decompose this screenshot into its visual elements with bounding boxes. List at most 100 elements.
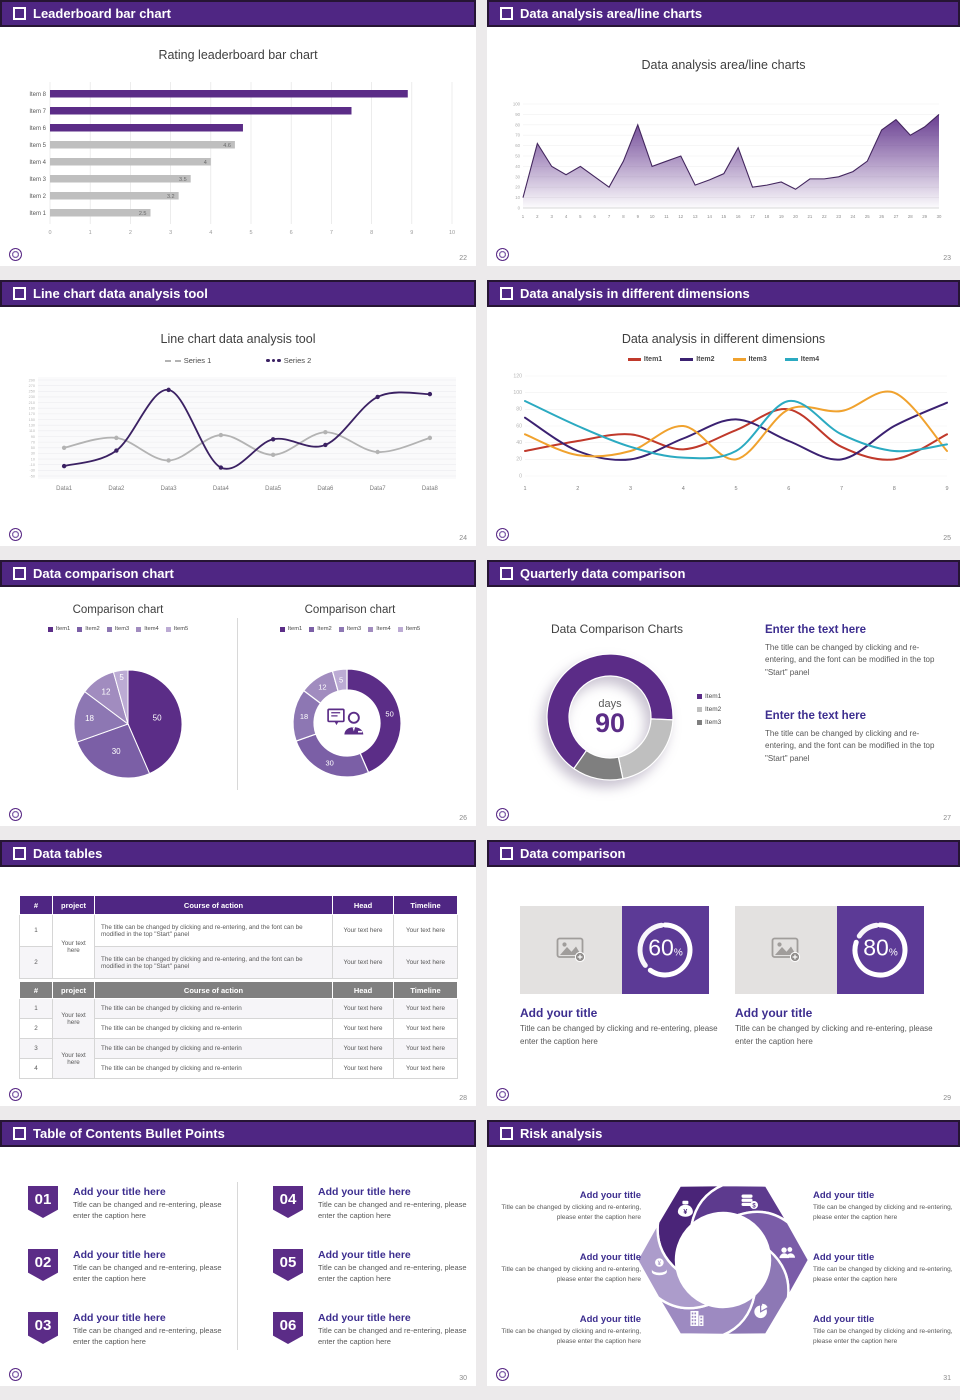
svg-text:9: 9 bbox=[410, 230, 413, 236]
page-number: 25 bbox=[943, 535, 951, 542]
checkbox-bullet-icon bbox=[500, 287, 513, 300]
slide-26-thumbnail[interactable]: Data comparison chart Comparison chart C… bbox=[0, 560, 476, 826]
slide-header-bar: Line chart data analysis tool bbox=[0, 280, 476, 307]
progress-value: 60% bbox=[648, 934, 683, 961]
slide-29-thumbnail[interactable]: Data comparison 60% Add your title Title… bbox=[487, 840, 960, 1106]
slide-header-title: Line chart data analysis tool bbox=[33, 286, 208, 301]
svg-text:50: 50 bbox=[31, 446, 35, 450]
risk-block-title: Add your title bbox=[579, 1190, 641, 1201]
slide-header-title: Leaderboard bar chart bbox=[33, 6, 171, 21]
toc-number-badge: 02 bbox=[28, 1249, 58, 1281]
slide-24-thumbnail[interactable]: Line chart data analysis tool Line chart… bbox=[0, 280, 476, 546]
line-marker-icon bbox=[732, 358, 746, 361]
table-row: 1 Your text here The title can be change… bbox=[19, 998, 458, 1039]
svg-text:190: 190 bbox=[29, 407, 35, 411]
table-row: 1 Your text here The title can be change… bbox=[19, 914, 458, 979]
svg-text:9: 9 bbox=[945, 486, 948, 492]
svg-text:3: 3 bbox=[169, 230, 172, 236]
checkbox-bullet-icon bbox=[13, 567, 26, 580]
slide-header-title: Table of Contents Bullet Points bbox=[33, 1126, 225, 1141]
slide-header-title: Data comparison chart bbox=[33, 566, 174, 581]
svg-text:24: 24 bbox=[851, 214, 856, 219]
add-image-icon bbox=[771, 937, 801, 963]
page-number: 30 bbox=[459, 1375, 467, 1382]
slide-header-bar: Data comparison bbox=[487, 840, 960, 867]
school-seal-logo bbox=[9, 808, 22, 821]
slide-31-thumbnail[interactable]: Risk analysis ¥ $ ¥ Add your title Title c… bbox=[487, 1120, 960, 1386]
risk-block-title: Add your title bbox=[813, 1314, 875, 1325]
school-seal-logo bbox=[496, 808, 509, 821]
svg-text:5: 5 bbox=[119, 673, 124, 682]
pie-legend: Item1 Item2 Item3 Item4 Item5 bbox=[18, 626, 218, 632]
svg-text:5: 5 bbox=[339, 675, 343, 684]
risk-pinwheel-diagram: ¥ $ ¥ bbox=[635, 1172, 811, 1348]
svg-text:50: 50 bbox=[385, 710, 393, 719]
block-title: Enter the text here bbox=[765, 624, 866, 636]
svg-text:12: 12 bbox=[318, 683, 326, 692]
page-number: 24 bbox=[459, 535, 467, 542]
svg-text:30: 30 bbox=[515, 174, 520, 179]
slide-header-title: Data tables bbox=[33, 846, 103, 861]
svg-text:Data3: Data3 bbox=[161, 486, 178, 492]
slide-27-thumbnail[interactable]: Quarterly data comparison Data Compariso… bbox=[487, 560, 960, 826]
svg-text:11: 11 bbox=[664, 214, 669, 219]
svg-text:3: 3 bbox=[550, 214, 553, 219]
block-title: Enter the text here bbox=[765, 710, 866, 722]
comparison-donut-chart: 50 30 18 12 5 bbox=[287, 663, 407, 783]
svg-text:20: 20 bbox=[515, 185, 520, 190]
svg-text:60: 60 bbox=[516, 423, 522, 429]
school-seal-logo bbox=[496, 528, 509, 541]
table-row: 3 Your text here The title can be change… bbox=[19, 1038, 458, 1079]
slide-22-thumbnail[interactable]: Leaderboard bar chart Rating leaderboard… bbox=[0, 0, 476, 266]
svg-text:230: 230 bbox=[29, 395, 35, 399]
toc-number-badge: 06 bbox=[273, 1312, 303, 1344]
toc-item-title: Add your title here bbox=[318, 1249, 411, 1261]
chart-title: Line chart data analysis tool bbox=[160, 332, 316, 346]
checkbox-bullet-icon bbox=[500, 7, 513, 20]
legend-series-2: Series 2 bbox=[266, 356, 311, 365]
image-placeholder bbox=[735, 906, 837, 994]
svg-text:28: 28 bbox=[908, 214, 913, 219]
svg-text:22: 22 bbox=[822, 214, 827, 219]
page-number: 31 bbox=[943, 1375, 951, 1382]
svg-text:21: 21 bbox=[808, 214, 813, 219]
svg-text:0: 0 bbox=[48, 230, 51, 236]
svg-text:40: 40 bbox=[516, 440, 522, 446]
svg-text:120: 120 bbox=[513, 373, 522, 379]
slide-25-thumbnail[interactable]: Data analysis in different dimensions Da… bbox=[487, 280, 960, 546]
svg-text:1: 1 bbox=[89, 230, 92, 236]
progress-ring-80 bbox=[848, 918, 912, 982]
svg-text:3: 3 bbox=[629, 486, 632, 492]
text-block-1: Enter the text here The title can be cha… bbox=[765, 624, 943, 679]
svg-text:13: 13 bbox=[693, 214, 698, 219]
slide-28-thumbnail[interactable]: Data tables # project Course of action Head… bbox=[0, 840, 476, 1106]
dotted-line-marker-icon bbox=[266, 358, 281, 363]
chart-title: Data analysis area/line charts bbox=[641, 58, 806, 72]
slide-header-title: Data analysis in different dimensions bbox=[520, 286, 750, 301]
svg-text:30: 30 bbox=[325, 758, 333, 767]
svg-text:26: 26 bbox=[879, 214, 884, 219]
svg-text:100: 100 bbox=[513, 390, 522, 396]
svg-text:210: 210 bbox=[29, 401, 35, 405]
slide-23-thumbnail[interactable]: Data analysis area/line charts Data anal… bbox=[487, 0, 960, 266]
toc-item-caption: Title can be changed and re-entering, pl… bbox=[73, 1200, 222, 1220]
svg-text:10: 10 bbox=[515, 195, 520, 200]
svg-text:8: 8 bbox=[893, 486, 896, 492]
donut-legend: Item1 Item2 Item3 Item4 Item5 bbox=[250, 626, 450, 632]
slide-30-thumbnail[interactable]: Table of Contents Bullet Points 01 Add y… bbox=[0, 1120, 476, 1386]
table-row: 2 The title can be changed by clicking a… bbox=[19, 946, 458, 979]
svg-text:5: 5 bbox=[734, 486, 737, 492]
slide-header-bar: Data comparison chart bbox=[0, 560, 476, 587]
table-row: 2 The title can be changed by clicking a… bbox=[19, 1018, 458, 1039]
risk-block-caption: Title can be changed by clicking and re-… bbox=[501, 1204, 641, 1221]
page-number: 28 bbox=[459, 1095, 467, 1102]
card-caption: Title can be changed by clicking and re-… bbox=[520, 1024, 718, 1046]
svg-text:10: 10 bbox=[449, 230, 455, 236]
risk-block-title: Add your title bbox=[813, 1190, 875, 1201]
toc-item-caption: Title can be changed and re-entering, pl… bbox=[73, 1263, 222, 1283]
checkbox-bullet-icon bbox=[13, 7, 26, 20]
toc-item-title: Add your title here bbox=[73, 1312, 166, 1324]
checkbox-bullet-icon bbox=[13, 287, 26, 300]
svg-text:90: 90 bbox=[515, 112, 520, 117]
card-title: Add your title bbox=[520, 1006, 598, 1020]
